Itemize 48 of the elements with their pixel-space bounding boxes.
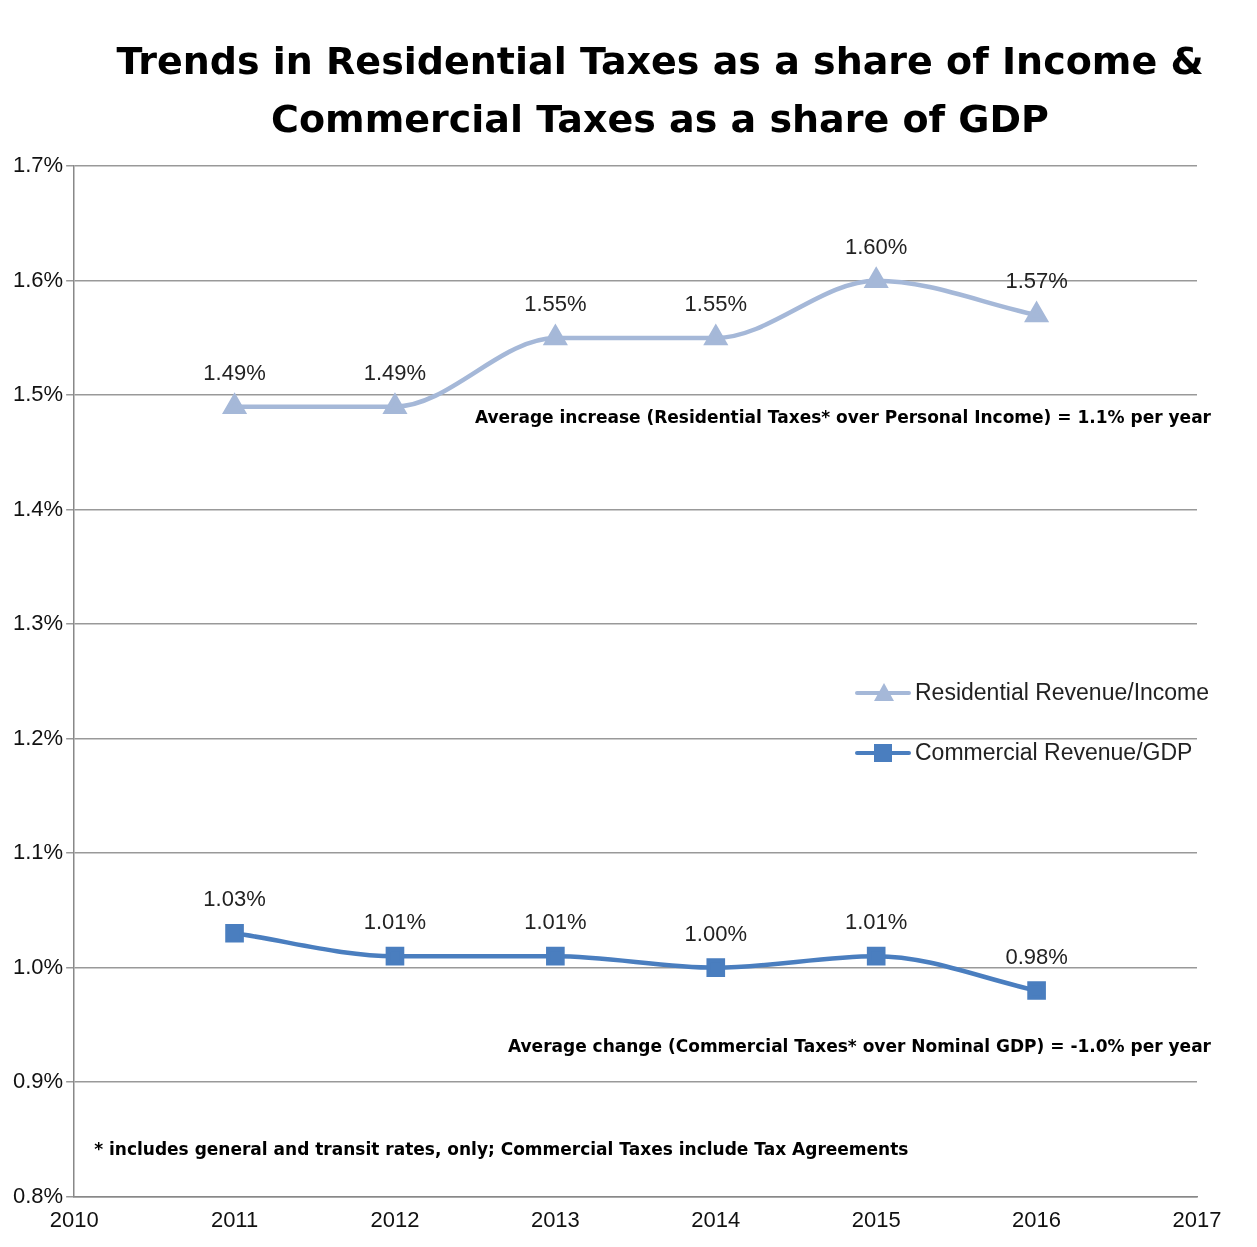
point: [703, 323, 729, 346]
x-tick-label: 2010: [49, 1206, 99, 1232]
legend-label: Commercial Revenue/GDP: [915, 739, 1193, 767]
x-tick-label: 2016: [1012, 1206, 1062, 1232]
x-tick-label: 2011: [210, 1206, 259, 1232]
data-label: 1.60%: [844, 233, 908, 259]
point: [225, 923, 244, 943]
y-tick-label: 1.3%: [12, 610, 64, 636]
point: [866, 946, 886, 966]
x-tick-label: 2013: [530, 1206, 580, 1232]
data-label: 1.03%: [203, 886, 266, 912]
x-tick-label: 2012: [370, 1206, 420, 1232]
point: [1027, 981, 1046, 1000]
y-tick-label: 1.1%: [12, 839, 64, 865]
y-tick-label: 0.9%: [12, 1068, 64, 1094]
point: [223, 394, 246, 414]
data-label: 1.00%: [684, 920, 747, 946]
y-tick-label: 1.5%: [12, 381, 64, 407]
legend-label: Residential Revenue/Income: [915, 679, 1210, 707]
chart-title: Trends in Residential Taxes as a share of Income & Commercial Taxes as a share of GDP: [115, 38, 1205, 143]
y-tick-label: 1.7%: [12, 152, 64, 178]
data-label: 1.01%: [844, 909, 908, 935]
y-tick-label: 1.0%: [12, 953, 64, 979]
y-tick-label: 1.6%: [12, 266, 64, 292]
y-tick-label: 0.8%: [12, 1182, 64, 1208]
point: [543, 323, 568, 346]
data-label: 1.55%: [524, 291, 587, 316]
point: [865, 268, 888, 288]
annotation: Average change (Commercial Taxes* over Nominal GDP) = -1.0% per year: [507, 1035, 1212, 1056]
data-label: 1.49%: [203, 359, 266, 385]
y-tick-label: 1.2%: [12, 724, 64, 750]
data-label: 1.01%: [524, 909, 587, 935]
point: [384, 394, 406, 414]
y-tick-label: 1.4%: [12, 495, 64, 521]
annotation: * includes general and transit rates, only; Commercial Taxes include Tax Agreements: [94, 1138, 909, 1159]
x-tick-label: 2014: [691, 1206, 741, 1232]
point: [385, 946, 405, 966]
data-label: 1.49%: [363, 359, 427, 385]
data-label: 1.57%: [1005, 268, 1068, 294]
point: [706, 958, 726, 977]
annotation: Average increase (Residential Taxes* over Personal Income) = 1.1% per year: [474, 407, 1212, 428]
x-tick-label: 2015: [851, 1206, 901, 1232]
data-label: 0.98%: [1005, 943, 1068, 969]
data-label: 1.55%: [684, 291, 747, 316]
data-label: 1.01%: [363, 909, 427, 935]
point: [1024, 300, 1049, 323]
point: [546, 946, 565, 966]
x-tick-label: 2017: [1172, 1206, 1222, 1232]
